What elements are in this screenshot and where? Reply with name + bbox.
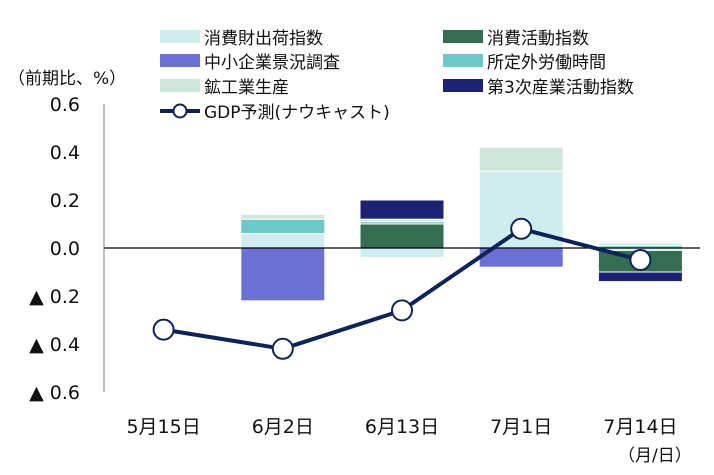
- legend-label: 第3次産業活動指数: [487, 78, 634, 98]
- legend-label: 消費財出荷指数: [204, 29, 323, 49]
- gdp-point: [152, 318, 175, 341]
- bar-segment: [240, 233, 326, 249]
- legend-swatch: [443, 30, 483, 43]
- legend-label: 消費活動指数: [487, 29, 589, 49]
- y-axis-ticks: 0.6 0.4 0.2 0.0 ▲ 0.2 ▲ 0.4 ▲ 0.6: [29, 94, 80, 404]
- x-tick-label: 6月13日: [365, 416, 439, 438]
- bar-segment: [240, 213, 326, 220]
- y-tick-label: 0.2: [50, 190, 80, 212]
- y-tick-label: ▲ 0.6: [29, 382, 80, 404]
- legend-swatch: [160, 79, 200, 92]
- gdp-point: [510, 217, 533, 240]
- legend-swatch: [443, 54, 483, 67]
- y-axis-label: （前期比、%）: [8, 69, 126, 89]
- bar-segment: [359, 223, 445, 249]
- bar-segment: [240, 247, 326, 302]
- legend-label: GDP予測(ナウキャスト): [204, 103, 390, 123]
- legend-label: 中小企業景況調査: [204, 53, 340, 73]
- y-tick-label: ▲ 0.4: [29, 334, 80, 356]
- bar-segment: [597, 271, 683, 283]
- y-tick-label: 0.0: [50, 238, 80, 260]
- legend-swatch: [443, 79, 483, 92]
- legend-swatch: [160, 54, 200, 67]
- legend-line-marker: [172, 103, 188, 119]
- legend-label: 鉱工業生産: [204, 78, 289, 98]
- gdp-point: [271, 337, 294, 360]
- x-tick-label: 6月2日: [252, 416, 314, 438]
- x-tick-label: 7月14日: [603, 416, 677, 438]
- bar-segment: [597, 242, 683, 247]
- bar-segment: [478, 146, 564, 172]
- bar-segment: [359, 199, 445, 220]
- legend-swatch: [160, 30, 200, 43]
- y-tick-label: 0.4: [50, 142, 80, 164]
- x-axis-label: （月/日）: [618, 446, 692, 466]
- bar-segment: [240, 218, 326, 235]
- gdp-line: [152, 217, 652, 360]
- y-tick-label: ▲ 0.2: [29, 286, 80, 308]
- x-tick-label: 7月1日: [490, 416, 552, 438]
- x-tick-label: 5月15日: [126, 416, 200, 438]
- x-axis-ticks: 5月15日 6月2日 6月13日 7月1日 7月14日: [126, 416, 677, 438]
- legend-label: 所定外労働時間: [487, 53, 606, 73]
- bars: [240, 146, 683, 302]
- gdp-point: [629, 249, 652, 271]
- y-tick-label: 0.6: [50, 94, 80, 116]
- gdp-point: [391, 299, 413, 322]
- bar-segment: [359, 247, 445, 259]
